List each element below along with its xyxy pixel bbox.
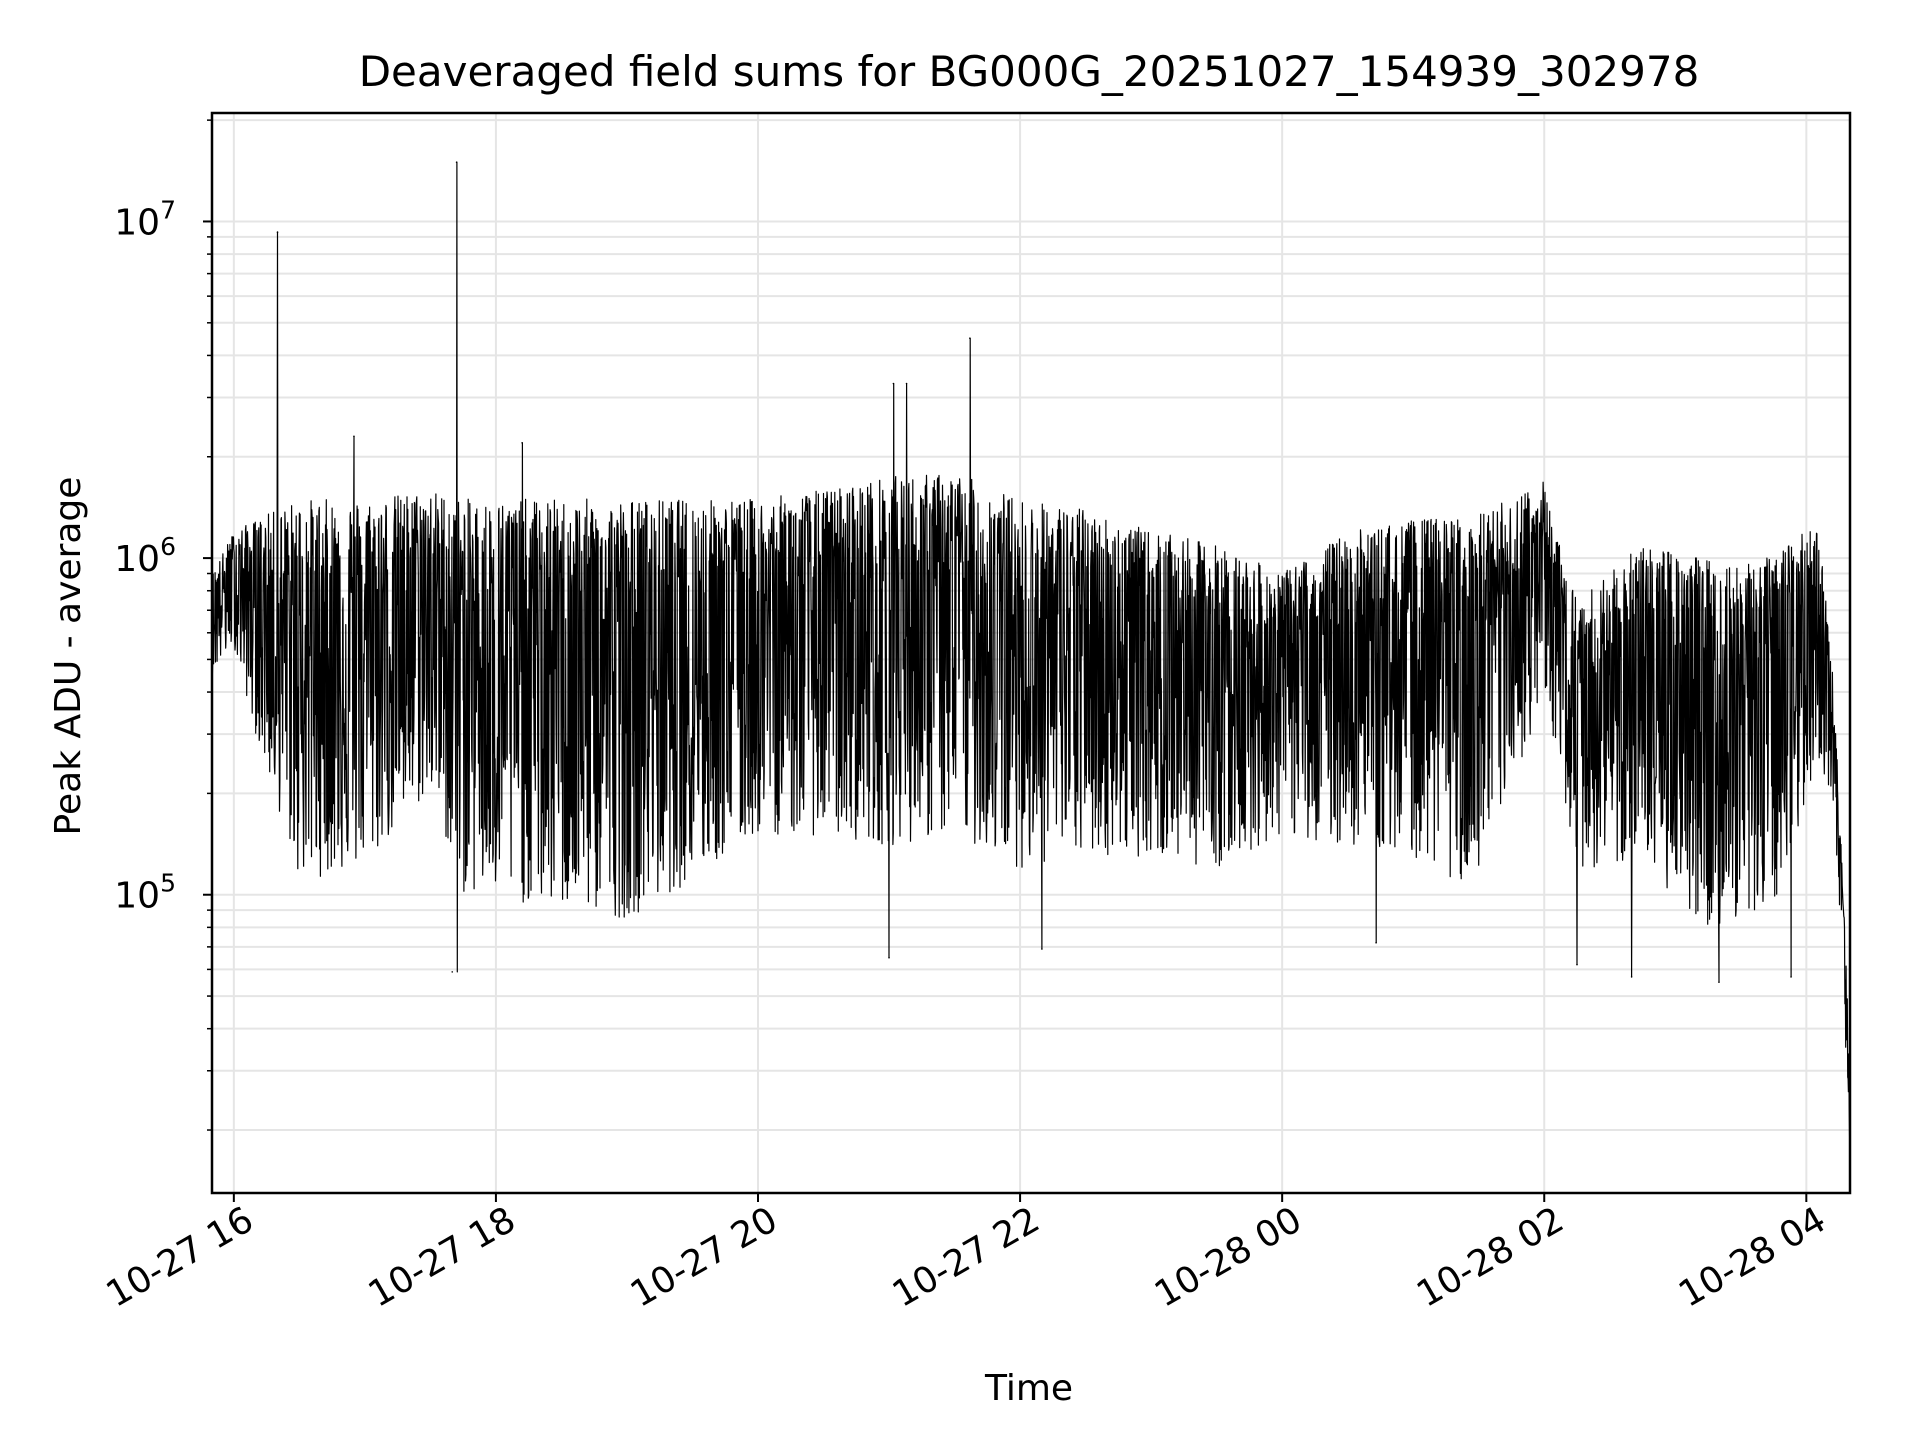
chart-title: Deaveraged field sums for BG000G_2025102… [359, 47, 1700, 96]
series-spike-point [1630, 976, 1633, 978]
y-tick-label: 106 [114, 532, 176, 580]
series-spike-point [892, 382, 895, 385]
series-spike-point [1041, 948, 1043, 950]
y-axis: 105 106 107 [114, 119, 212, 1131]
series-spike-point [1576, 963, 1578, 966]
series-layer [211, 161, 1851, 1138]
series-spike-point [521, 442, 523, 444]
series-spike-point [969, 337, 971, 340]
series-spike-point [455, 161, 458, 163]
plot-area-frame [210, 111, 1852, 1195]
series-spike-point [905, 382, 908, 385]
series-spike-point [888, 956, 890, 959]
series-spike-point [1718, 981, 1720, 983]
series-spike-point [1790, 976, 1792, 978]
series-spike-point [276, 231, 279, 233]
series-spike-point [353, 435, 355, 438]
series-spike-point [451, 971, 454, 973]
y-tick-label: 105 [114, 869, 176, 917]
series-spike-point [1375, 941, 1377, 944]
y-axis-label: Peak ADU - average [48, 477, 89, 836]
x-axis-label: Time [984, 1368, 1073, 1409]
y-tick-label: 107 [114, 195, 176, 243]
